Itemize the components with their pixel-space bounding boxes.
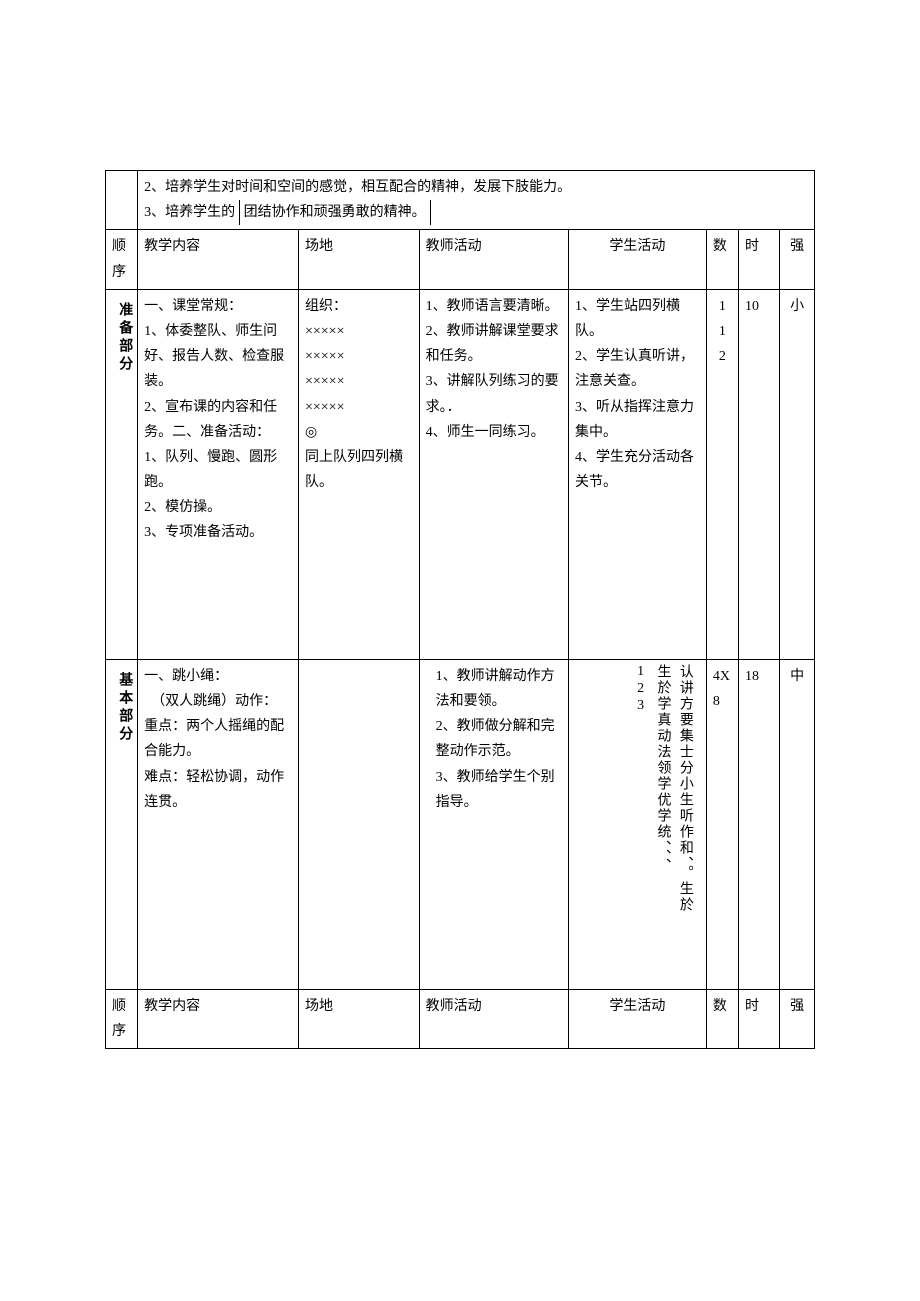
basic-student-col2: 生於学真动法领学优学统、、、 [651,664,673,874]
prep-section-label: 准备部分 [106,289,138,659]
header-intensity: 强 [780,230,815,289]
basic-section-label: 基本部分 [106,659,138,989]
prep-row: 准备部分 一、课堂常规： 1、体委整队、师生问好、报告人数、检查服装。 2、宣布… [106,289,815,659]
basic-student-col1: 123 [629,664,651,715]
basic-student: 123生於学真动法领学优学统、、、认讲方要集士分小生听作和、。生於 [568,659,706,989]
basic-teacher: 1、教师讲解动作方法和要领。 2、教师做分解和完整动作示范。 3、教师给学生个别… [419,659,568,989]
prep-content: 一、课堂常规： 1、体委整队、师生问好、报告人数、检查服装。 2、宣布课的内容和… [138,289,299,659]
header-teacher: 教师活动 [419,230,568,289]
objectives-left-blank [106,171,138,230]
footer-intensity: 强 [780,989,815,1048]
footer-content: 教学内容 [138,989,299,1048]
footer-count: 数 [706,989,738,1048]
footer-student: 学生活动 [568,989,706,1048]
footer-time: 时 [739,989,780,1048]
prep-time: 10 [739,289,780,659]
header-content: 教学内容 [138,230,299,289]
footer-seq: 顺序 [106,989,138,1048]
prep-intensity: 小 [780,289,815,659]
prep-section-label-text: 准备部分 [112,294,137,374]
basic-site [299,659,420,989]
footer-teacher: 教师活动 [419,989,568,1048]
objective-line-3: 3、培养学生的 团结协作和顽强勇敢的精神。 [144,200,808,225]
basic-row: 基本部分 一、跳小绳： （双人跳绳）动作： 重点：两个人摇绳的配合能力。 难点：… [106,659,815,989]
objective-line-3a: 3、培养学生的 [144,205,235,220]
basic-student-col3: 认讲方要集士分小生听作和、。生於 [673,664,695,913]
prep-count: 1 1 2 [706,289,738,659]
objective-line-2: 2、培养学生对时间和空间的感觉，相互配合的精神，发展下肢能力。 [144,175,808,200]
footer-header-row: 顺序 教学内容 场地 教师活动 学生活动 数 时 强 [106,989,815,1048]
basic-count: 4X 8 [706,659,738,989]
prep-site: 组织： ××××× ××××× ××××× ××××× ◎ 同上队列四列横队。 [299,289,420,659]
objectives-cell: 2、培养学生对时间和空间的感觉，相互配合的精神，发展下肢能力。 3、培养学生的 … [138,171,815,230]
basic-section-label-text: 基本部分 [112,664,137,744]
lesson-plan-page: 2、培养学生对时间和空间的感觉，相互配合的精神，发展下肢能力。 3、培养学生的 … [0,0,920,1049]
header-time: 时 [739,230,780,289]
header-student: 学生活动 [568,230,706,289]
basic-intensity: 中 [780,659,815,989]
basic-time: 18 [739,659,780,989]
header-seq: 顺序 [106,230,138,289]
header-site: 场地 [299,230,420,289]
objective-line-3b: 团结协作和顽强勇敢的精神。 [239,200,431,225]
basic-content: 一、跳小绳： （双人跳绳）动作： 重点：两个人摇绳的配合能力。 难点：轻松协调，… [138,659,299,989]
prep-student: 1、学生站四列横队。 2、学生认真听讲，注意关查。 3、听从指挥注意力集中。 4… [568,289,706,659]
lesson-plan-table: 2、培养学生对时间和空间的感觉，相互配合的精神，发展下肢能力。 3、培养学生的 … [105,170,815,1049]
header-row: 顺序 教学内容 场地 教师活动 学生活动 数 时 强 [106,230,815,289]
objectives-row: 2、培养学生对时间和空间的感觉，相互配合的精神，发展下肢能力。 3、培养学生的 … [106,171,815,230]
footer-site: 场地 [299,989,420,1048]
header-count: 数 [706,230,738,289]
prep-teacher: 1、教师语言要清晰。 2、教师讲解课堂要求和任务。 3、讲解队列练习的要求。． … [419,289,568,659]
